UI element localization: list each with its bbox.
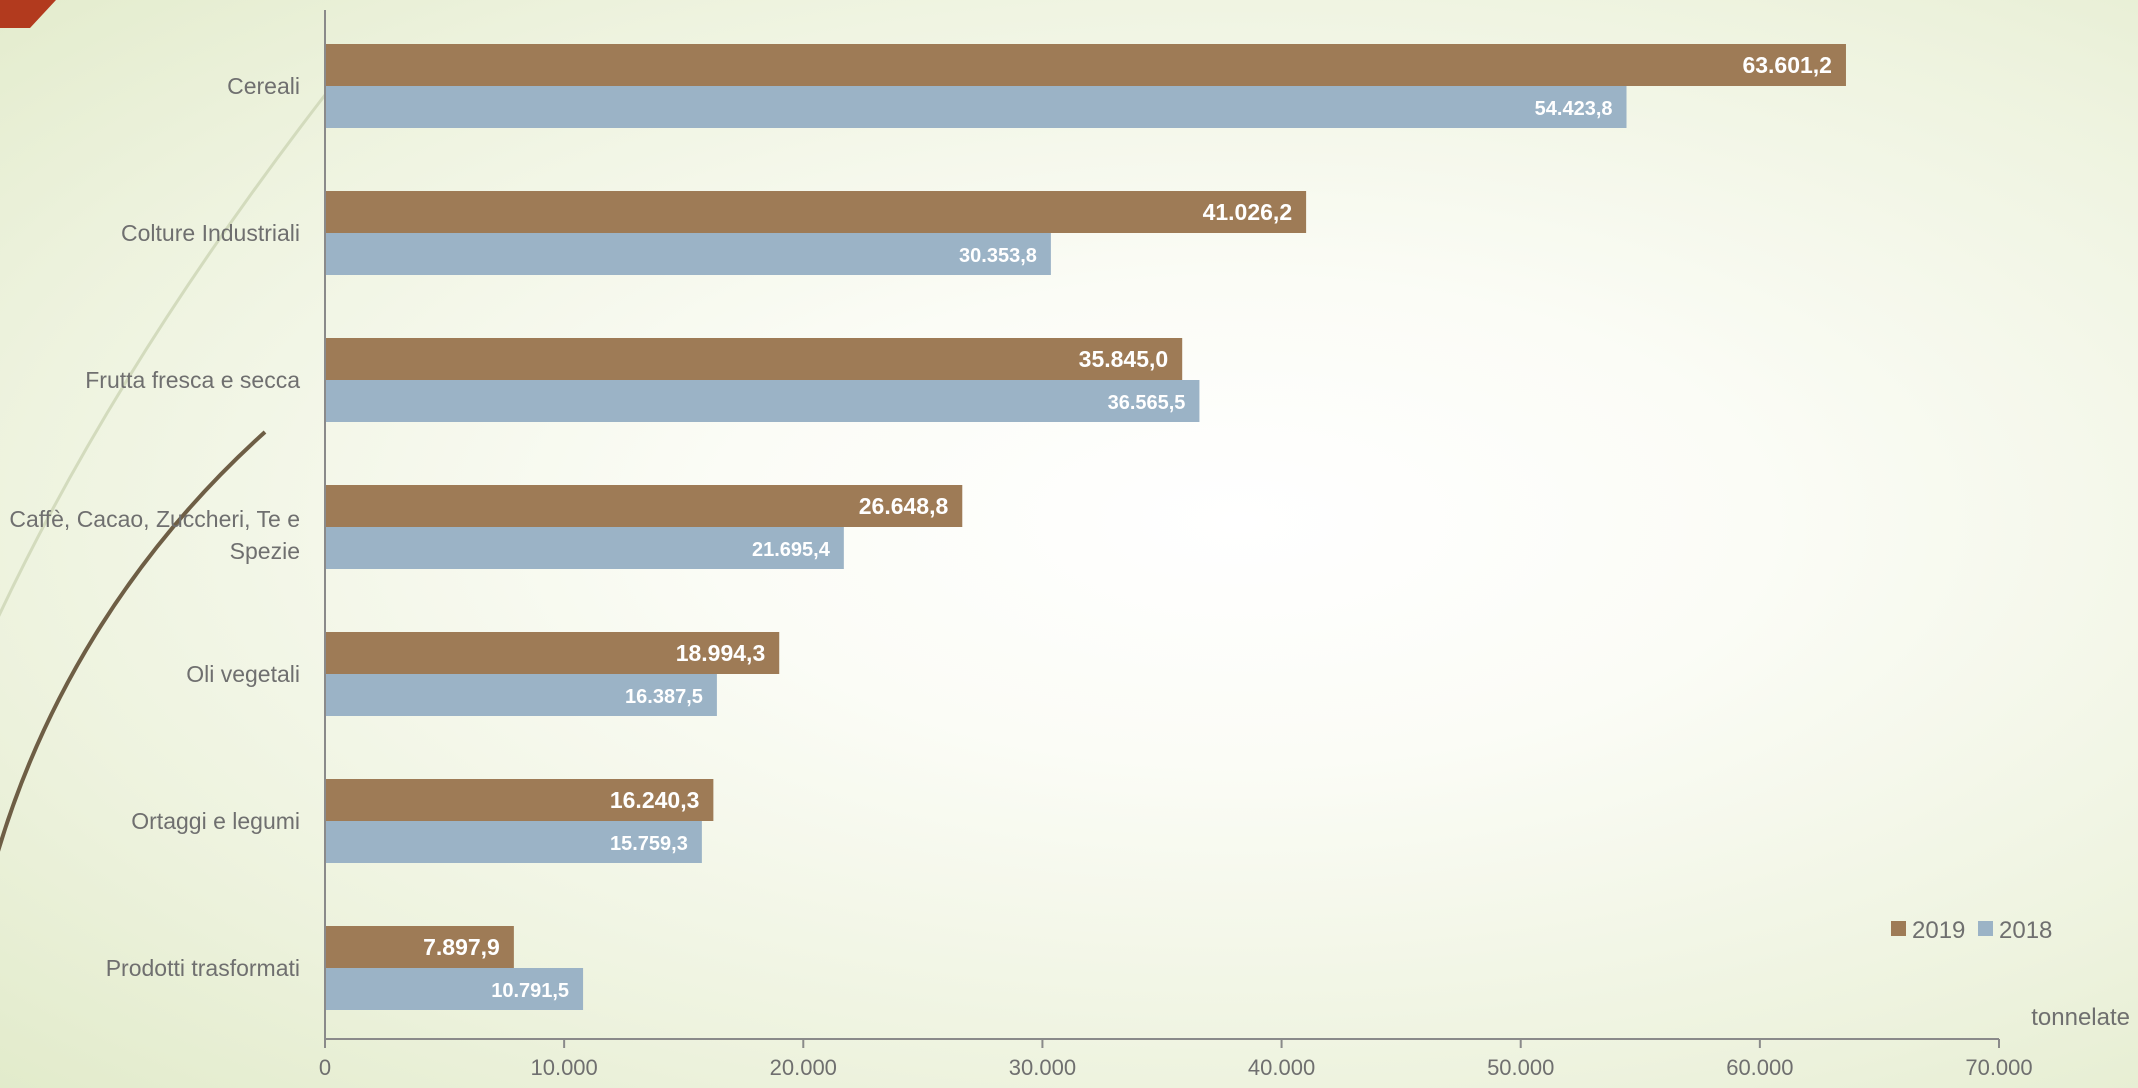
- category-label-1: Colture Industriali: [121, 220, 300, 246]
- bar-label-series-2019-2: 35.845,0: [1079, 346, 1169, 372]
- legend-swatch-2019: [1891, 921, 1906, 936]
- bar-labels-layer: 63.601,2 54.423,8 41.026,2 30.353,8 35.845,0…: [423, 52, 1832, 1002]
- bar-label-series-2018-0: 54.423,8: [1535, 98, 1613, 120]
- bar-series-2019-4: [325, 632, 780, 674]
- category-label-4: Oli vegetali: [186, 661, 300, 687]
- x-tick-label-5: 50.000: [1487, 1055, 1554, 1080]
- bar-series-2018-2: [325, 380, 1200, 422]
- bar-series-2018-3: [325, 527, 844, 569]
- x-tick-label-4: 40.000: [1248, 1055, 1315, 1080]
- bar-series-2019-2: [325, 338, 1183, 380]
- bar-series-2019-1: [325, 191, 1307, 233]
- legend-swatch-2018: [1978, 921, 1993, 936]
- bar-label-series-2018-2: 36.565,5: [1108, 392, 1186, 414]
- x-tick-label-0: 0: [319, 1055, 331, 1080]
- x-ticks-layer: 0 10.000 20.000 30.000 40.000 50.000 60.000 70.…: [319, 1039, 2033, 1080]
- bar-label-series-2019-4: 18.994,3: [676, 640, 766, 666]
- corner-accent-shape: [0, 0, 56, 28]
- bar-series-2018-6: [325, 968, 584, 1010]
- bar-label-series-2019-1: 41.026,2: [1203, 199, 1293, 225]
- bar-label-series-2018-1: 30.353,8: [959, 245, 1037, 267]
- category-label-line: Spezie: [230, 538, 300, 564]
- x-tick-label-1: 10.000: [530, 1055, 597, 1080]
- legend-label-2018: 2018: [1999, 917, 2052, 944]
- x-tick-label-6: 60.000: [1726, 1055, 1793, 1080]
- bar-series-2018-5: [325, 821, 702, 863]
- category-label-5: Ortaggi e legumi: [131, 808, 300, 834]
- bar-label-series-2018-4: 16.387,5: [625, 686, 703, 708]
- category-label-0: Cereali: [227, 73, 300, 99]
- category-labels-layer: Cereali Colture Industriali Frutta fresca …: [9, 73, 300, 981]
- bar-label-series-2018-6: 10.791,5: [491, 980, 569, 1002]
- bar-series-2018-1: [325, 233, 1051, 275]
- bar-label-series-2019-5: 16.240,3: [610, 787, 700, 813]
- bar-label-series-2019-6: 7.897,9: [423, 934, 500, 960]
- category-label-line: Caffè, Cacao, Zuccheri, Te e: [9, 506, 300, 532]
- bar-series-2019-3: [325, 485, 963, 527]
- bar-series-2019-0: [325, 44, 1846, 86]
- bar-series-2019-5: [325, 779, 714, 821]
- bar-label-series-2018-3: 21.695,4: [752, 539, 831, 561]
- bars-layer: [325, 44, 1846, 1010]
- category-label-3: Caffè, Cacao, Zuccheri, Te e Spezie: [9, 506, 300, 564]
- bar-series-2019-6: [325, 926, 514, 968]
- x-tick-label-7: 70.000: [1965, 1055, 2032, 1080]
- x-tick-label-3: 30.000: [1009, 1055, 1076, 1080]
- category-label-6: Prodotti trasformati: [106, 955, 300, 981]
- axis-layer: [324, 10, 1999, 1040]
- decorative-arcs: [0, 94, 327, 852]
- bar-series-2018-0: [325, 86, 1627, 128]
- legend: 2019 2018: [1891, 917, 2052, 944]
- x-axis-unit-label: tonnelate: [2031, 1004, 2130, 1031]
- bar-series-2018-4: [325, 674, 717, 716]
- bar-label-series-2018-5: 15.759,3: [610, 833, 688, 855]
- bar-label-series-2019-3: 26.648,8: [859, 493, 949, 519]
- category-label-2: Frutta fresca e secca: [85, 367, 300, 393]
- bar-label-series-2019-0: 63.601,2: [1742, 52, 1832, 78]
- legend-label-2019: 2019: [1912, 917, 1965, 944]
- x-tick-label-2: 20.000: [770, 1055, 837, 1080]
